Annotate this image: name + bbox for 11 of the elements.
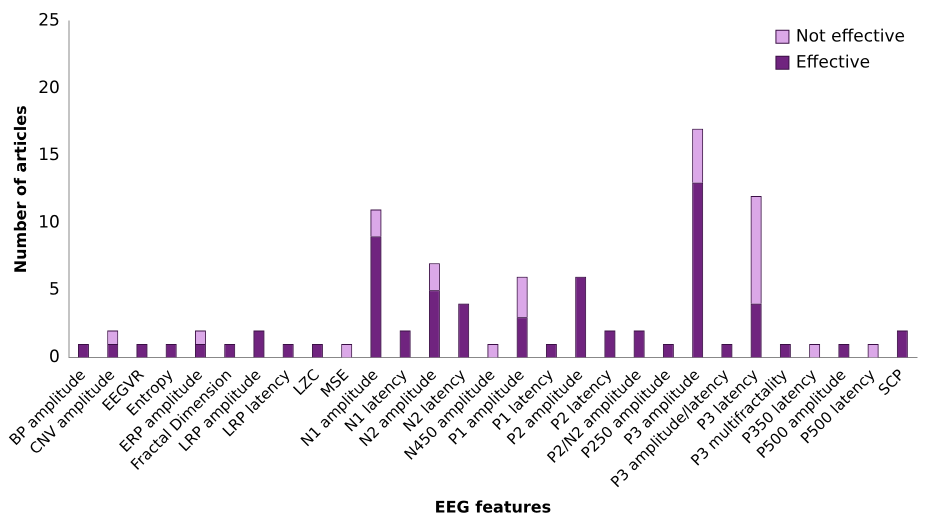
y-tick-label: 20 [38, 78, 60, 98]
y-tick-label: 10 [38, 212, 60, 232]
legend-label: Not effective [796, 26, 906, 47]
y-tick-label: 5 [49, 280, 60, 300]
y-tick-label: 15 [38, 145, 60, 166]
y-tick-label: 25 [38, 10, 60, 31]
y-axis-title: Number of articles [10, 105, 30, 274]
y-tick-label: 0 [49, 346, 60, 367]
x-tick-label: SCP [874, 366, 908, 399]
legend-label: Effective [796, 52, 870, 73]
x-axis-title: EEG features [434, 498, 552, 517]
